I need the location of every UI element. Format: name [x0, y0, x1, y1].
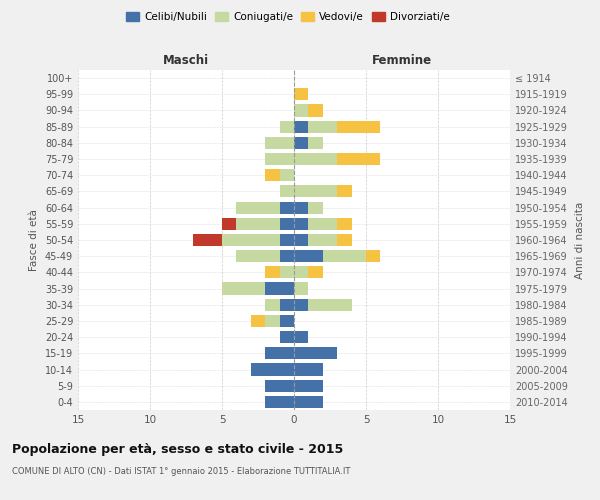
Bar — [280, 120, 294, 132]
Text: COMUNE DI ALTO (CN) - Dati ISTAT 1° gennaio 2015 - Elaborazione TUTTITALIA.IT: COMUNE DI ALTO (CN) - Dati ISTAT 1° genn… — [12, 468, 350, 476]
Bar — [294, 396, 323, 408]
Bar — [280, 169, 294, 181]
Bar — [280, 234, 294, 246]
Bar — [236, 202, 280, 213]
Bar — [294, 364, 323, 376]
Bar — [294, 104, 308, 117]
Bar — [280, 186, 294, 198]
Bar — [280, 331, 294, 343]
Bar — [280, 298, 294, 311]
Bar — [265, 266, 280, 278]
Bar — [222, 234, 280, 246]
Bar — [294, 266, 308, 278]
Bar — [323, 250, 366, 262]
Bar — [337, 153, 380, 165]
Legend: Celibi/Nubili, Coniugati/e, Vedovi/e, Divorziati/e: Celibi/Nubili, Coniugati/e, Vedovi/e, Di… — [122, 8, 454, 26]
Bar — [294, 282, 308, 294]
Bar — [236, 218, 280, 230]
Bar — [294, 331, 308, 343]
Bar — [294, 380, 323, 392]
Bar — [265, 153, 294, 165]
Bar — [294, 88, 308, 101]
Bar — [294, 348, 337, 360]
Bar — [308, 266, 323, 278]
Bar — [265, 380, 294, 392]
Bar — [265, 396, 294, 408]
Bar — [265, 315, 280, 327]
Bar — [308, 298, 352, 311]
Bar — [337, 120, 380, 132]
Bar — [294, 120, 308, 132]
Bar — [294, 186, 337, 198]
Bar — [280, 266, 294, 278]
Bar — [294, 250, 323, 262]
Bar — [222, 218, 236, 230]
Bar — [280, 218, 294, 230]
Bar — [308, 218, 337, 230]
Bar — [265, 282, 294, 294]
Bar — [280, 250, 294, 262]
Bar — [222, 282, 265, 294]
Bar — [294, 218, 308, 230]
Bar — [294, 137, 308, 149]
Text: Femmine: Femmine — [372, 54, 432, 67]
Bar — [366, 250, 380, 262]
Bar — [251, 315, 265, 327]
Bar — [294, 298, 308, 311]
Bar — [308, 137, 323, 149]
Y-axis label: Fasce di età: Fasce di età — [29, 209, 39, 271]
Bar — [280, 202, 294, 213]
Bar — [236, 250, 280, 262]
Bar — [265, 169, 280, 181]
Text: Maschi: Maschi — [163, 54, 209, 67]
Bar — [337, 186, 352, 198]
Y-axis label: Anni di nascita: Anni di nascita — [575, 202, 584, 278]
Bar — [308, 202, 323, 213]
Bar — [265, 348, 294, 360]
Bar — [294, 234, 308, 246]
Bar — [265, 298, 280, 311]
Bar — [294, 202, 308, 213]
Bar — [337, 218, 352, 230]
Text: Popolazione per età, sesso e stato civile - 2015: Popolazione per età, sesso e stato civil… — [12, 442, 343, 456]
Bar — [280, 315, 294, 327]
Bar — [251, 364, 294, 376]
Bar — [308, 104, 323, 117]
Bar — [308, 120, 337, 132]
Bar — [193, 234, 222, 246]
Bar — [265, 137, 294, 149]
Bar — [337, 234, 352, 246]
Bar — [294, 153, 337, 165]
Bar — [308, 234, 337, 246]
